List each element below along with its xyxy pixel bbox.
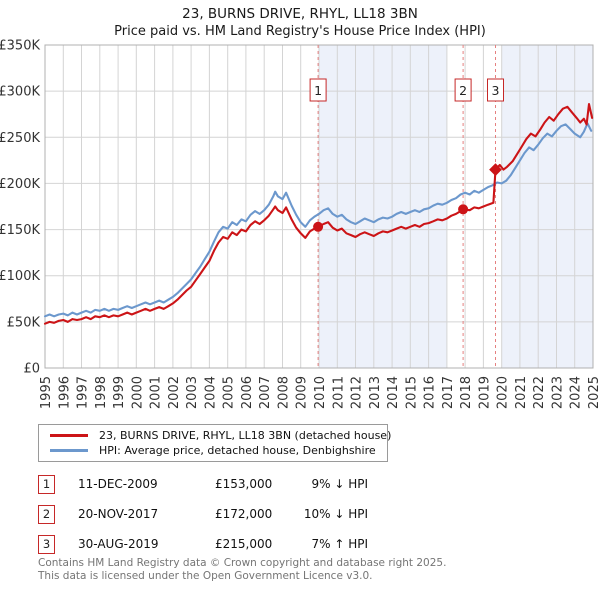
- x-axis-tick-label: 2002: [167, 376, 182, 409]
- attribution-line-2: This data is licensed under the Open Gov…: [38, 569, 373, 582]
- x-axis-tick-label: 1995: [39, 376, 54, 409]
- transaction-price: £172,000: [215, 507, 273, 521]
- x-axis-tick-label: 2000: [130, 376, 145, 409]
- sale-number-label-3: 3: [492, 83, 500, 98]
- hpi-line-swatch: [50, 449, 88, 453]
- transaction-price: £153,000: [215, 477, 273, 491]
- x-axis-tick-label: 2015: [404, 376, 419, 409]
- transaction-hpi-diff: 7% ↑ HPI: [311, 537, 368, 551]
- y-axis-tick-label: £300K: [0, 85, 40, 100]
- sale-marker-2: [458, 204, 469, 215]
- transaction-price: £215,000: [215, 537, 273, 551]
- x-axis-tick-label: 2023: [551, 376, 566, 409]
- legend-item-hpi: HPI: Average price, detached house, Denb…: [39, 443, 387, 458]
- legend-item-property: 23, BURNS DRIVE, RHYL, LL18 3BN (detache…: [39, 428, 391, 443]
- ownership-shaded-region: [319, 45, 447, 368]
- x-axis-tick-label: 2016: [423, 376, 438, 409]
- x-axis-tick-label: 2012: [350, 376, 365, 409]
- x-axis-tick-label: 2006: [240, 376, 255, 409]
- x-axis-tick-label: 2020: [496, 376, 511, 409]
- x-axis-tick-label: 2024: [569, 376, 584, 409]
- attribution-footer: Contains HM Land Registry data © Crown c…: [38, 557, 446, 582]
- x-axis-tick-label: 2008: [277, 376, 292, 409]
- transaction-number-badge: 2: [38, 505, 55, 524]
- sale-number-box-1: [309, 78, 327, 102]
- property-line-swatch: [50, 433, 88, 437]
- page-subtitle: Price paid vs. HM Land Registry's House …: [114, 24, 486, 39]
- sale-marker-3: [489, 163, 502, 176]
- transaction-date: 11-DEC-2009: [78, 477, 158, 491]
- y-axis-tick-label: £250K: [0, 131, 40, 146]
- y-axis-tick-label: £100K: [0, 269, 40, 284]
- sale-number-box-2: [454, 78, 472, 102]
- x-axis-tick-label: 2005: [222, 376, 237, 409]
- plot-border: [44, 44, 594, 369]
- legend-label: HPI: Average price, detached house, Denb…: [99, 444, 376, 458]
- transaction-hpi-diff: 9% ↓ HPI: [311, 477, 368, 491]
- ownership-shaded-region: [501, 45, 593, 368]
- chart-legend: 23, BURNS DRIVE, RHYL, LL18 3BN (detache…: [38, 424, 391, 462]
- sale-number-label-2: 2: [459, 83, 467, 98]
- x-axis-tick-label: 1998: [94, 376, 109, 409]
- x-axis-tick-label: 2018: [459, 376, 474, 409]
- transaction-row: 2 20-NOV-2017 £172,000 10% ↓ HPI: [38, 504, 368, 534]
- transaction-row: 3 30-AUG-2019 £215,000 7% ↑ HPI: [38, 534, 368, 564]
- x-axis-tick-label: 1997: [76, 376, 91, 409]
- x-axis-tick-label: 2013: [368, 376, 383, 409]
- x-axis-tick-label: 1999: [112, 376, 127, 409]
- price-history-chart: 1 2 3 £0 £50K £100K £150K £200K £250K £300K £350K 1…: [0, 39, 600, 410]
- sale-marker-1: [313, 221, 324, 232]
- x-axis-tick-label: 2014: [386, 376, 401, 409]
- attribution-line-1: Contains HM Land Registry data © Crown c…: [38, 557, 447, 569]
- x-axis-tick-label: 2022: [532, 376, 547, 409]
- x-axis-tick-label: 2009: [295, 376, 310, 409]
- transaction-hpi-diff: 10% ↓ HPI: [303, 507, 368, 521]
- transaction-date: 30-AUG-2019: [78, 537, 159, 551]
- x-axis-tick-label: 2003: [185, 376, 200, 409]
- x-axis-tick-label: 2021: [514, 376, 529, 409]
- x-axis-tick-label: 2004: [203, 376, 218, 409]
- y-axis-tick-label: £50K: [7, 315, 41, 330]
- y-axis-tick-label: £150K: [0, 223, 40, 238]
- transaction-number-badge: 1: [38, 475, 55, 494]
- x-axis-tick-label: 2010: [313, 376, 328, 409]
- x-axis-tick-label: 1996: [57, 376, 72, 409]
- y-axis-tick-label: £350K: [0, 39, 40, 54]
- sale-number-label-1: 1: [314, 83, 322, 98]
- transaction-row: 1 11-DEC-2009 £153,000 9% ↓ HPI: [38, 474, 368, 504]
- y-axis-tick-label: £200K: [0, 177, 40, 192]
- transaction-number-badge: 3: [38, 535, 55, 554]
- x-axis-tick-label: 2025: [587, 376, 600, 409]
- transaction-date: 20-NOV-2017: [78, 507, 159, 521]
- x-axis-tick-label: 2019: [477, 376, 492, 409]
- hpi-series-line: [43, 122, 593, 318]
- page-title: 23, BURNS DRIVE, RHYL, LL18 3BN: [182, 6, 418, 22]
- x-axis-tick-label: 2007: [258, 376, 273, 409]
- legend-label: 23, BURNS DRIVE, RHYL, LL18 3BN (detache…: [99, 428, 392, 442]
- transactions-table: 1 11-DEC-2009 £153,000 9% ↓ HPI 2 20-NOV…: [38, 474, 368, 564]
- x-axis-tick-label: 2011: [331, 376, 346, 409]
- y-axis-tick-label: £0: [23, 362, 40, 377]
- x-axis-tick-label: 2001: [149, 376, 164, 409]
- x-axis-tick-label: 2017: [441, 376, 456, 409]
- sale-number-box-3: [487, 78, 504, 102]
